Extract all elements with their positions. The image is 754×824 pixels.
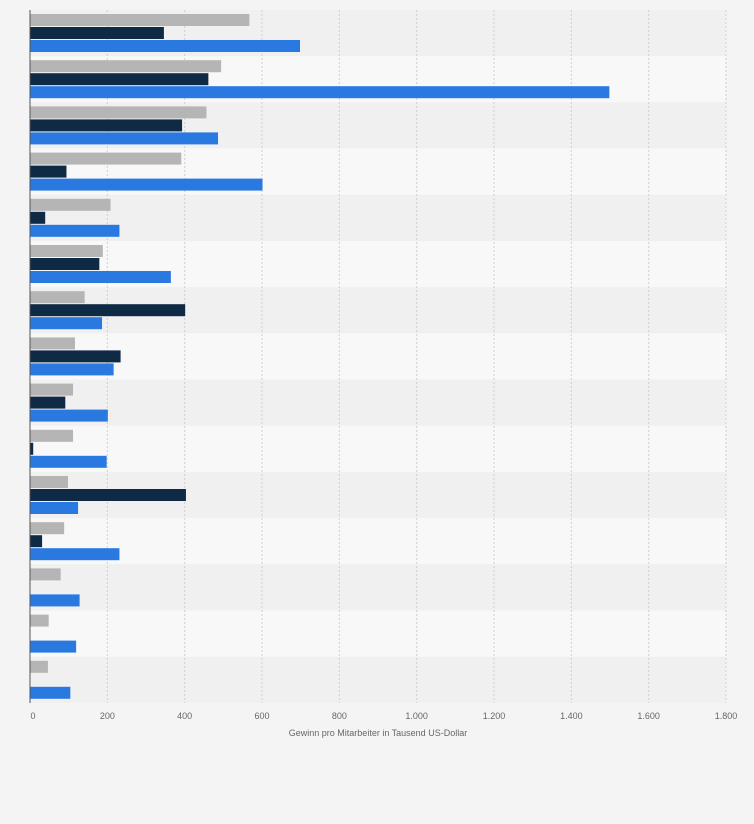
x-tick-label: 800	[332, 711, 347, 721]
bar	[30, 363, 114, 376]
bar	[30, 548, 120, 561]
category-group	[30, 291, 186, 330]
bar	[30, 291, 85, 304]
bar	[30, 152, 182, 165]
bar	[30, 350, 121, 363]
row-band	[30, 379, 726, 426]
category-group	[30, 198, 120, 237]
row-band	[30, 425, 726, 472]
bar	[30, 396, 66, 409]
bar	[30, 73, 209, 86]
x-tick-label: 1.800	[715, 711, 738, 721]
grid-lines	[106, 10, 727, 703]
bar	[30, 258, 100, 270]
x-tick-label: 600	[254, 711, 269, 721]
bar	[30, 271, 171, 283]
row-band	[30, 564, 726, 611]
bar	[30, 211, 46, 224]
bar	[30, 489, 186, 501]
bar	[30, 383, 74, 396]
bar	[30, 568, 61, 581]
bar	[30, 455, 107, 468]
category-group	[30, 429, 107, 468]
row-bands	[30, 10, 726, 703]
bar	[30, 119, 183, 132]
x-axis-label: Gewinn pro Mitarbeiter in Tausend US-Dol…	[289, 728, 467, 738]
bar	[30, 245, 103, 257]
bar	[30, 304, 186, 317]
category-group	[30, 245, 171, 283]
bar	[30, 14, 250, 26]
category-group	[30, 383, 108, 422]
category-group	[30, 14, 301, 52]
bar	[30, 40, 301, 52]
bar	[30, 640, 77, 653]
bar	[30, 535, 43, 548]
bar	[30, 522, 65, 535]
bar	[30, 442, 34, 455]
x-tick-label: 200	[100, 711, 115, 721]
bar	[30, 686, 71, 699]
row-band	[30, 656, 726, 703]
bar	[30, 337, 75, 350]
bar	[30, 409, 108, 422]
category-group	[30, 106, 219, 145]
bar	[30, 178, 263, 191]
x-tick-label: 1.000	[405, 711, 428, 721]
category-group	[30, 60, 610, 99]
category-group	[30, 152, 263, 191]
bar	[30, 106, 207, 119]
bar	[30, 86, 610, 99]
bar	[30, 198, 111, 211]
category-group	[30, 337, 121, 376]
x-tick-labels: 0 200 400 600 800 1.000 1.200 1.400 1.600 1.800	[30, 711, 737, 721]
x-tick-label: 0	[30, 711, 35, 721]
x-tick-label: 400	[177, 711, 192, 721]
bar	[30, 224, 120, 237]
bar	[30, 476, 69, 488]
row-band	[30, 610, 726, 657]
bar	[30, 27, 164, 39]
row-band	[30, 194, 726, 241]
bars	[30, 14, 610, 699]
bar	[30, 594, 80, 607]
category-group	[30, 522, 120, 561]
x-tick-label: 1.200	[483, 711, 506, 721]
bar	[30, 660, 48, 673]
category-group	[30, 476, 186, 514]
bar	[30, 429, 74, 442]
x-tick-label: 1.400	[560, 711, 583, 721]
bar	[30, 317, 103, 330]
category-group	[30, 614, 77, 653]
x-tick-label: 1.600	[637, 711, 660, 721]
bar	[30, 132, 219, 145]
bar	[30, 502, 79, 514]
category-group	[30, 660, 71, 699]
bar	[30, 60, 222, 73]
bar	[30, 165, 67, 178]
row-band	[30, 333, 726, 380]
category-group	[30, 568, 80, 607]
row-band	[30, 518, 726, 565]
bar	[30, 614, 49, 627]
